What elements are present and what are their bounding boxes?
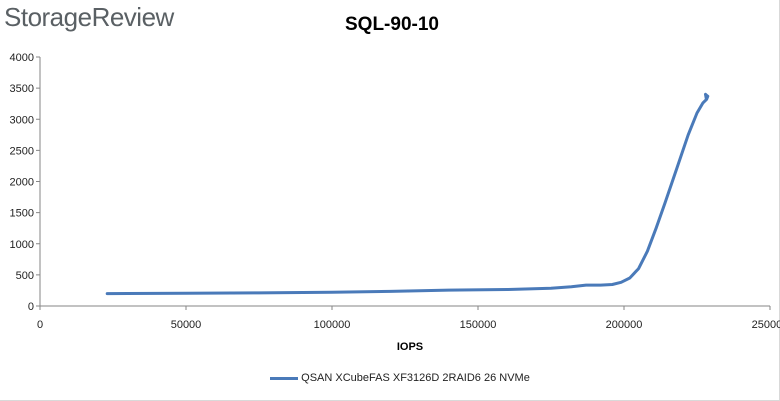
series-layer bbox=[105, 92, 710, 296]
y-tick-label: 2500 bbox=[10, 145, 34, 157]
x-tick-label: 200000 bbox=[606, 319, 643, 331]
y-tick-label: 4000 bbox=[10, 52, 34, 64]
y-tick-label: 3000 bbox=[10, 114, 34, 126]
x-tick-label: 0 bbox=[37, 319, 43, 331]
y-tick-label: 2000 bbox=[10, 177, 34, 189]
x-tick-label: 250000 bbox=[752, 319, 780, 331]
x-tick-label: 100000 bbox=[314, 319, 351, 331]
y-tick-label: 1500 bbox=[10, 208, 34, 220]
storagereview-logo: StorageReview bbox=[4, 2, 174, 32]
x-tick-labels: 0 50000 100000 150000 200000 250000 bbox=[37, 319, 780, 331]
x-axis-title: IOPS bbox=[397, 341, 423, 353]
axes bbox=[36, 56, 771, 310]
legend: QSAN XCubeFAS XF3126D 2RAID6 26 NVMe bbox=[0, 372, 780, 384]
y-tick-label: 500 bbox=[16, 270, 34, 282]
series-line bbox=[105, 92, 710, 296]
y-tick-labels: 0 500 1000 1500 2000 2500 3000 3500 4000 bbox=[10, 52, 34, 313]
y-tick-label: 3500 bbox=[10, 83, 34, 95]
x-tick-label: 50000 bbox=[171, 319, 202, 331]
legend-label: QSAN XCubeFAS XF3126D 2RAID6 26 NVMe bbox=[301, 372, 530, 384]
y-tick-label: 0 bbox=[28, 301, 34, 313]
chart-title: SQL-90-10 bbox=[345, 14, 439, 35]
y-tick-label: 1000 bbox=[10, 239, 34, 251]
x-tick-label: 150000 bbox=[460, 319, 497, 331]
legend-swatch bbox=[270, 376, 299, 380]
